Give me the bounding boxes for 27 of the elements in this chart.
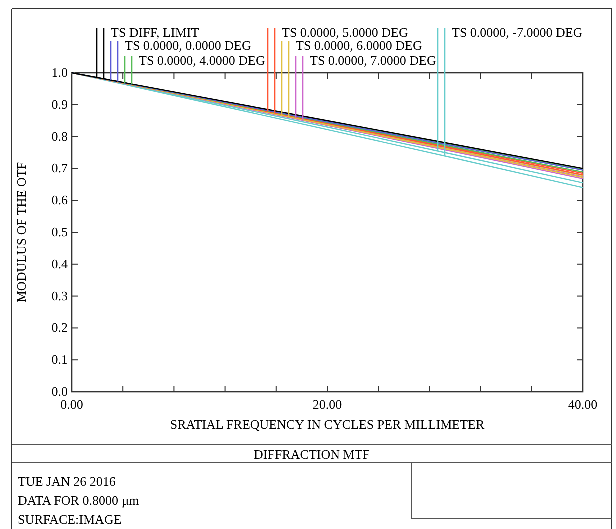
x-tick-label: 40.00 xyxy=(568,397,598,412)
y-tick-label: 0.2 xyxy=(52,320,68,336)
text: DATA FOR 0.8000 µm xyxy=(18,493,140,508)
y-tick-label: 0.3 xyxy=(52,288,68,304)
x-tick-label: 20.00 xyxy=(312,397,342,412)
text: TS 0.0000, -7.0000 DEG xyxy=(452,25,583,40)
text: TS 0.0000, 0.0000 DEG xyxy=(125,38,252,53)
text: SURFACE:IMAGE xyxy=(18,512,122,527)
legend-label: TS 0.0000, 4.0000 DEG xyxy=(139,53,266,68)
y-tick-label: 0.1 xyxy=(52,352,68,368)
y-tick-label: 0.9 xyxy=(52,96,68,112)
text: DIFFRACTION MTF xyxy=(254,447,370,462)
x-axis-title: SRATIAL FREQUENCY IN CYCLES PER MILLIMETER xyxy=(170,417,485,432)
text: TS 0.0000, 6.0000 DEG xyxy=(296,38,422,53)
x-tick-label: 0.00 xyxy=(60,397,84,412)
y-tick-label: 1.0 xyxy=(52,65,68,80)
text: TS DIFF, LIMIT xyxy=(111,25,200,40)
y-tick-label: 0.0 xyxy=(52,384,68,399)
y-tick-label: 0.7 xyxy=(52,160,68,176)
text: TS 0.0000, 7.0000 DEG xyxy=(310,53,436,68)
y-tick-label: 0.8 xyxy=(52,128,68,144)
text: TUE JAN 26 2016 xyxy=(18,474,116,489)
y-tick-label: 0.5 xyxy=(52,224,68,240)
y-tick-label: 0.6 xyxy=(52,192,68,208)
y-axis-title: MODULUS OF THE OTF xyxy=(14,162,29,303)
y-tick-label: 0.4 xyxy=(52,256,68,272)
text: TS 0.0000, 5.0000 DEG xyxy=(282,25,408,40)
